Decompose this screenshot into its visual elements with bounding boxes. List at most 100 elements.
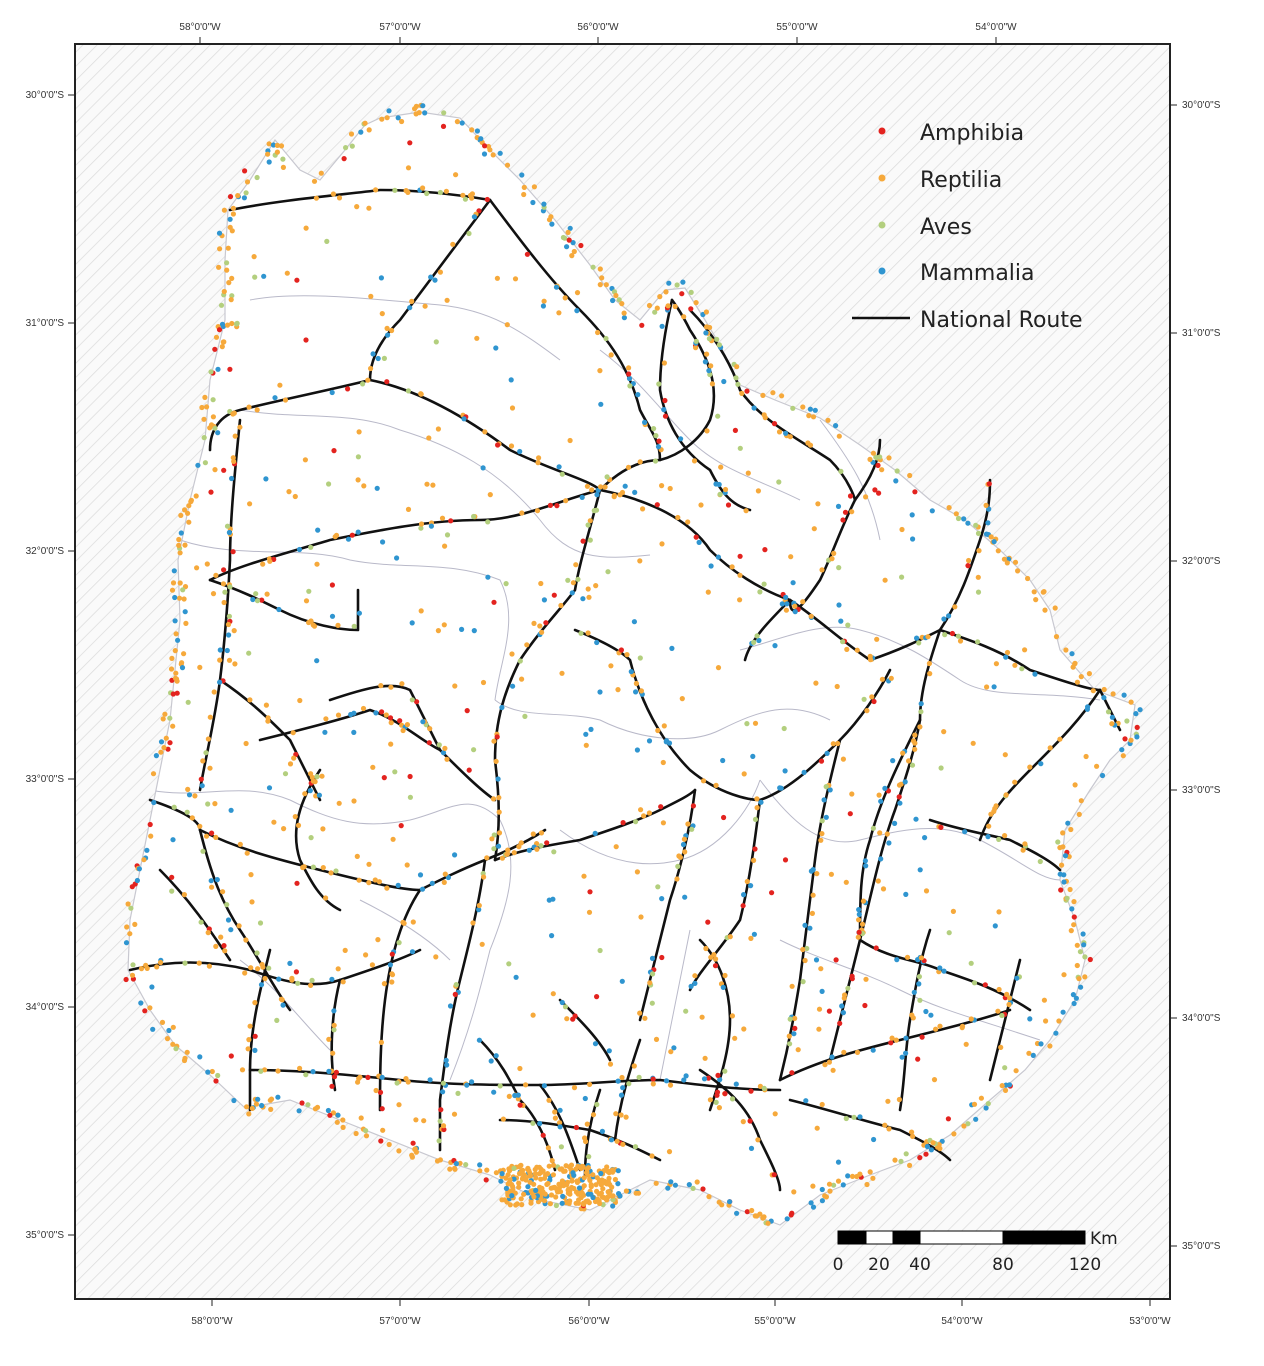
occurrence-point bbox=[854, 1049, 861, 1055]
occurrence-point bbox=[771, 1172, 777, 1178]
occurrence-point bbox=[1031, 589, 1037, 595]
occurrence-point bbox=[729, 1096, 736, 1102]
occurrence-point bbox=[399, 681, 405, 687]
occurrence-point bbox=[626, 375, 633, 382]
occurrence-point bbox=[396, 1102, 402, 1108]
occurrence-point bbox=[360, 705, 367, 712]
occurrence-point bbox=[776, 479, 782, 485]
occurrence-point bbox=[247, 1023, 253, 1029]
occurrence-point bbox=[758, 799, 764, 805]
occurrence-point bbox=[771, 421, 778, 427]
occurrence-point bbox=[1056, 1018, 1062, 1024]
occurrence-point bbox=[481, 874, 487, 880]
occurrence-point bbox=[884, 831, 890, 837]
occurrence-point bbox=[409, 697, 415, 703]
occurrence-point bbox=[295, 822, 302, 829]
occurrence-point bbox=[161, 745, 167, 751]
occurrence-point bbox=[985, 834, 991, 840]
occurrence-point bbox=[918, 955, 925, 961]
occurrence-point bbox=[512, 276, 519, 282]
occurrence-point bbox=[542, 1175, 548, 1181]
occurrence-point bbox=[398, 823, 404, 829]
occurrence-point bbox=[559, 999, 565, 1006]
occurrence-point bbox=[610, 297, 616, 304]
occurrence-point bbox=[441, 879, 447, 886]
occurrence-point bbox=[1060, 1009, 1066, 1015]
occurrence-point bbox=[437, 1118, 443, 1124]
occurrence-point bbox=[863, 863, 869, 869]
occurrence-point bbox=[452, 991, 458, 998]
occurrence-point bbox=[215, 1072, 221, 1079]
occurrence-point bbox=[984, 684, 990, 690]
occurrence-point bbox=[955, 515, 962, 522]
occurrence-point bbox=[169, 888, 175, 894]
occurrence-point bbox=[249, 899, 255, 905]
occurrence-point bbox=[585, 630, 591, 636]
occurrence-point bbox=[818, 758, 825, 764]
occurrence-point bbox=[265, 715, 271, 721]
occurrence-point bbox=[564, 244, 570, 250]
occurrence-point bbox=[508, 377, 514, 383]
occurrence-point bbox=[181, 596, 187, 602]
occurrence-point bbox=[835, 1159, 842, 1165]
occurrence-point bbox=[953, 511, 959, 517]
occurrence-point bbox=[528, 1173, 534, 1179]
occurrence-point bbox=[513, 974, 519, 980]
occurrence-point bbox=[1060, 830, 1066, 836]
occurrence-point bbox=[185, 699, 191, 705]
occurrence-point bbox=[521, 184, 527, 190]
occurrence-point bbox=[623, 1188, 630, 1194]
occurrence-point bbox=[642, 1015, 648, 1021]
occurrence-point bbox=[729, 1013, 736, 1019]
occurrence-point bbox=[237, 424, 243, 430]
occurrence-point bbox=[318, 170, 324, 176]
occurrence-point bbox=[259, 1102, 265, 1109]
occurrence-point bbox=[302, 791, 308, 797]
occurrence-point bbox=[169, 655, 175, 662]
occurrence-point bbox=[917, 724, 923, 730]
occurrence-point bbox=[355, 1079, 361, 1085]
occurrence-point bbox=[864, 1181, 870, 1188]
occurrence-point bbox=[263, 476, 269, 482]
occurrence-point bbox=[469, 127, 475, 133]
occurrence-point bbox=[988, 534, 994, 540]
occurrence-point bbox=[569, 590, 575, 596]
occurrence-point bbox=[534, 508, 541, 514]
occurrence-point bbox=[375, 355, 381, 362]
occurrence-point bbox=[437, 189, 443, 196]
occurrence-point bbox=[1071, 899, 1077, 905]
occurrence-point bbox=[358, 129, 364, 135]
occurrence-point bbox=[349, 143, 355, 149]
occurrence-point bbox=[792, 603, 798, 609]
occurrence-point bbox=[1105, 709, 1112, 715]
occurrence-point bbox=[329, 1083, 335, 1089]
occurrence-point bbox=[326, 481, 332, 487]
occurrence-point bbox=[426, 740, 432, 746]
occurrence-point bbox=[558, 1144, 565, 1150]
occurrence-point bbox=[353, 1130, 359, 1137]
occurrence-point bbox=[490, 796, 497, 802]
occurrence-point bbox=[331, 448, 337, 454]
occurrence-point bbox=[878, 798, 884, 804]
occurrence-point bbox=[819, 1186, 825, 1193]
occurrence-point bbox=[392, 187, 398, 193]
occurrence-point bbox=[585, 522, 591, 528]
occurrence-point bbox=[770, 390, 776, 396]
occurrence-point bbox=[195, 462, 201, 468]
occurrence-point bbox=[690, 803, 697, 809]
occurrence-point bbox=[982, 982, 988, 988]
occurrence-point bbox=[688, 983, 694, 989]
occurrence-point bbox=[351, 623, 357, 629]
occurrence-point bbox=[460, 192, 466, 198]
occurrence-point bbox=[845, 622, 851, 628]
occurrence-point bbox=[722, 972, 728, 979]
occurrence-point bbox=[1047, 1043, 1053, 1049]
occurrence-point bbox=[725, 502, 732, 508]
occurrence-point bbox=[549, 1158, 555, 1164]
occurrence-point bbox=[373, 710, 379, 716]
occurrence-point bbox=[221, 207, 227, 213]
occurrence-point bbox=[791, 1031, 797, 1037]
occurrence-point bbox=[663, 738, 670, 744]
occurrence-point bbox=[681, 836, 688, 842]
occurrence-point bbox=[721, 378, 727, 385]
